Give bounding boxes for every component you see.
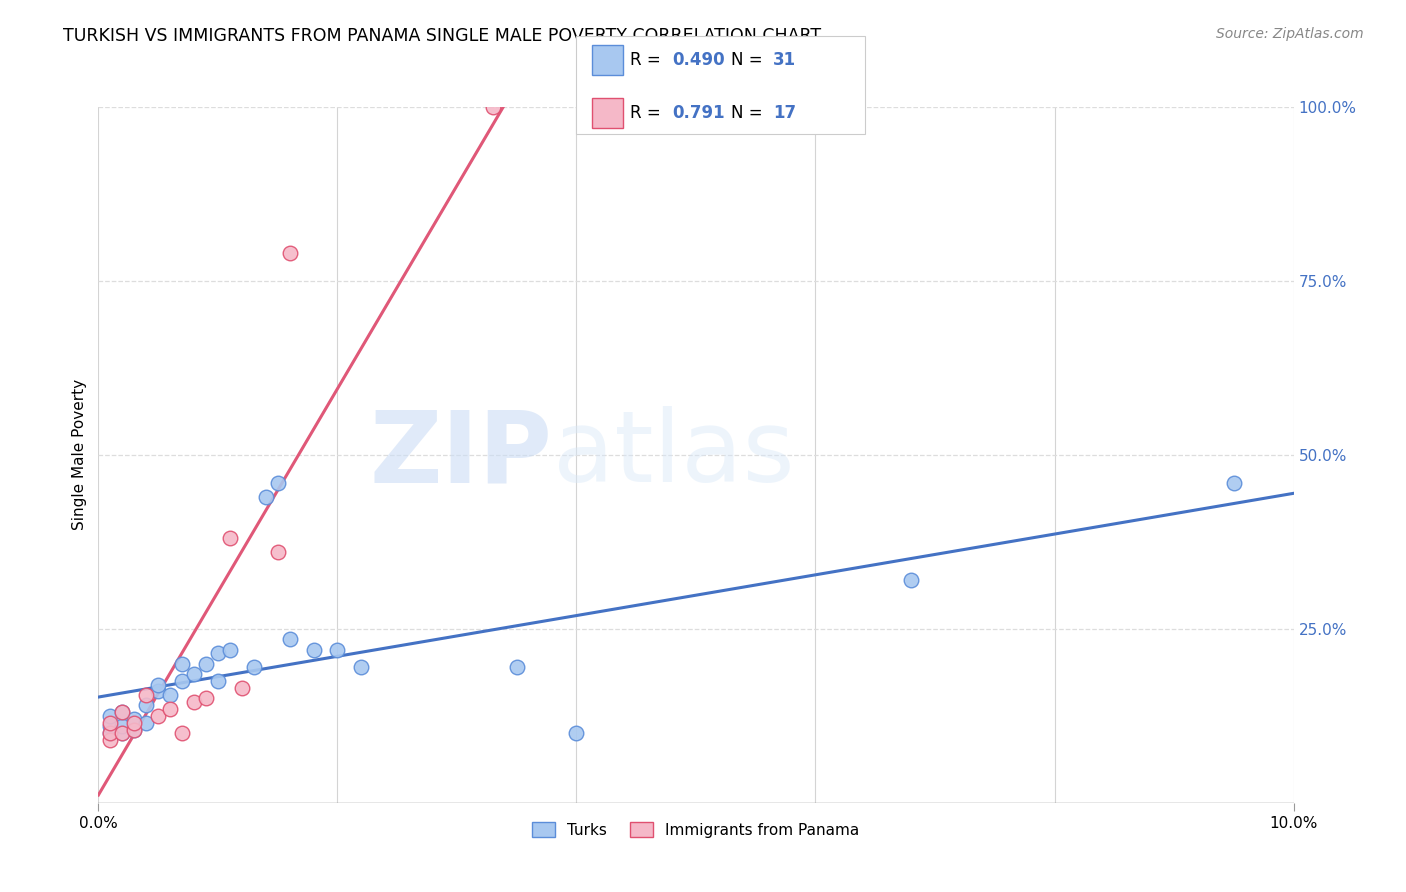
Text: N =: N = <box>731 51 762 69</box>
Point <box>326 642 349 657</box>
Point <box>219 642 242 657</box>
Text: N =: N = <box>731 104 762 122</box>
Point <box>98 733 122 747</box>
Point <box>124 712 146 726</box>
Point <box>135 698 157 713</box>
Point <box>159 688 181 702</box>
Point <box>124 723 146 737</box>
Point <box>278 246 301 260</box>
Point <box>135 688 157 702</box>
Point <box>506 660 529 674</box>
Point <box>172 657 194 671</box>
Point <box>98 715 122 730</box>
Point <box>183 695 205 709</box>
Text: ZIP: ZIP <box>370 407 553 503</box>
Text: Source: ZipAtlas.com: Source: ZipAtlas.com <box>1216 27 1364 41</box>
Text: 17: 17 <box>773 104 796 122</box>
Point <box>243 660 266 674</box>
Point <box>219 532 242 546</box>
Point <box>111 726 134 740</box>
Point <box>111 706 134 720</box>
Point <box>207 646 229 660</box>
Point <box>148 684 170 698</box>
Point <box>254 490 277 504</box>
Point <box>482 100 505 114</box>
Text: R =: R = <box>630 104 661 122</box>
Point <box>135 715 157 730</box>
Point <box>148 708 170 723</box>
Point <box>207 674 229 689</box>
Point <box>183 667 205 681</box>
Point <box>350 660 373 674</box>
Point <box>98 719 122 733</box>
Point <box>1223 475 1246 490</box>
Text: 31: 31 <box>773 51 796 69</box>
Point <box>111 706 134 720</box>
Point <box>111 719 134 733</box>
Y-axis label: Single Male Poverty: Single Male Poverty <box>72 379 87 531</box>
Point <box>111 726 134 740</box>
Point <box>159 702 181 716</box>
Point <box>195 691 218 706</box>
Point <box>124 723 146 737</box>
Point <box>900 573 922 587</box>
Text: 0.490: 0.490 <box>672 51 724 69</box>
Text: TURKISH VS IMMIGRANTS FROM PANAMA SINGLE MALE POVERTY CORRELATION CHART: TURKISH VS IMMIGRANTS FROM PANAMA SINGLE… <box>63 27 821 45</box>
Point <box>267 475 290 490</box>
Point <box>195 657 218 671</box>
Point <box>231 681 253 695</box>
Point <box>98 726 122 740</box>
Point <box>124 715 146 730</box>
Point <box>172 726 194 740</box>
Text: R =: R = <box>630 51 661 69</box>
Point <box>302 642 325 657</box>
Point <box>267 545 290 559</box>
Point <box>278 632 301 647</box>
Point <box>98 726 122 740</box>
Point <box>565 726 588 740</box>
Point <box>98 708 122 723</box>
Text: atlas: atlas <box>553 407 794 503</box>
Legend: Turks, Immigrants from Panama: Turks, Immigrants from Panama <box>526 815 866 844</box>
Text: 0.791: 0.791 <box>672 104 724 122</box>
Point <box>148 677 170 691</box>
Point <box>172 674 194 689</box>
